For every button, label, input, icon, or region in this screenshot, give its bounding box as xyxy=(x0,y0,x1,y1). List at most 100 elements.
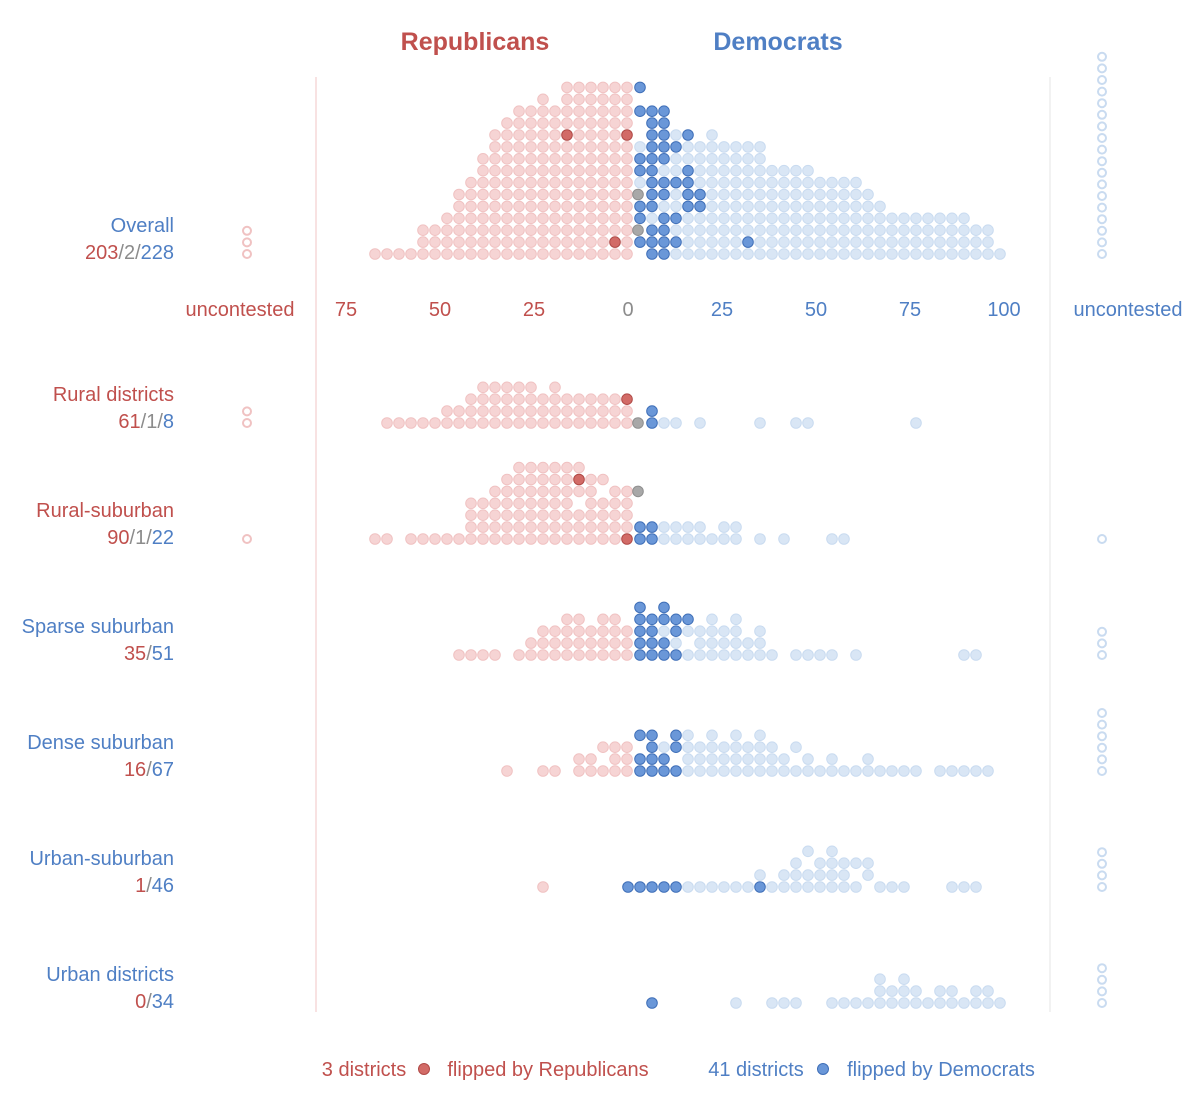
rep-dot xyxy=(477,153,489,165)
dem-dot xyxy=(742,637,754,649)
rep-dot xyxy=(597,509,609,522)
dem-dot xyxy=(754,188,766,201)
rep-dot xyxy=(561,509,573,522)
rep-dot xyxy=(621,105,633,117)
rep-dot xyxy=(513,393,525,406)
rep-dot xyxy=(573,393,585,406)
rep-flipped-dot xyxy=(561,129,573,141)
dem-dot xyxy=(742,153,754,165)
rep-dot xyxy=(441,236,453,248)
rep-dot xyxy=(597,405,609,417)
dem-dot xyxy=(886,236,898,248)
rep-dot xyxy=(585,405,597,417)
dem-dot xyxy=(814,224,826,236)
totals-separator: / xyxy=(141,411,147,433)
dem-dot xyxy=(850,649,862,661)
uncontested-left-label: uncontested xyxy=(186,299,295,321)
dem-dot xyxy=(970,248,982,260)
dem-dot xyxy=(802,188,814,201)
dem-dot xyxy=(742,164,754,177)
rep-dot xyxy=(489,485,501,498)
rep-dot xyxy=(513,381,525,394)
dem-dot xyxy=(742,188,754,201)
rep-dot xyxy=(489,393,501,406)
dem-dot xyxy=(730,200,742,213)
rep-dot xyxy=(525,497,537,510)
rep-dot xyxy=(621,200,633,213)
rep-dot xyxy=(609,93,621,106)
legend: 3 districts flipped by Republicans 41 di… xyxy=(322,1059,1035,1081)
rep-dot xyxy=(453,212,465,225)
dem-dot xyxy=(922,236,934,248)
rep-dot xyxy=(501,405,513,417)
dem-flipped-dot xyxy=(670,141,682,153)
rep-dot xyxy=(489,141,501,153)
legend-rep-label: flipped by Republicans xyxy=(447,1059,648,1081)
dem-dot xyxy=(790,649,802,661)
dem-dot xyxy=(958,224,970,236)
dem-dot xyxy=(766,200,778,213)
rep-dot xyxy=(393,248,405,260)
dem-flipped-dot xyxy=(658,601,670,614)
dem-dot xyxy=(982,248,994,260)
dem-dot xyxy=(694,236,706,248)
category-name: Urban districts xyxy=(46,964,174,986)
dem-flipped-dot xyxy=(646,105,658,117)
rep-dot xyxy=(537,533,549,545)
rep-dot xyxy=(609,188,621,201)
dem-dot xyxy=(706,129,718,141)
dem-dot xyxy=(802,200,814,213)
rep-dot xyxy=(465,649,477,661)
rep-dot xyxy=(549,176,561,189)
rep-dot xyxy=(573,533,585,545)
dem-dot xyxy=(682,881,694,893)
rep-dot xyxy=(489,649,501,661)
rep-dot xyxy=(465,497,477,510)
total-rep: 203 xyxy=(85,242,118,264)
dem-dot xyxy=(826,533,838,545)
dem-dot xyxy=(862,236,874,248)
dem-dot xyxy=(634,141,646,153)
rep-dot xyxy=(465,533,477,545)
rep-dot xyxy=(573,405,585,417)
dem-dot xyxy=(694,521,706,533)
rep-dot xyxy=(609,509,621,522)
category-urban-suburban: Urban-suburban 1/46 xyxy=(29,845,1107,897)
rep-dot xyxy=(501,473,513,486)
rep-dot xyxy=(525,485,537,498)
dem-dot xyxy=(898,248,910,260)
dem-dot xyxy=(874,985,886,997)
dem-dot xyxy=(898,997,910,1009)
dem-flipped-dot xyxy=(634,649,646,661)
rep-dot xyxy=(513,417,525,429)
rep-dot xyxy=(597,393,609,406)
uncontested-dem-dot xyxy=(1097,86,1107,97)
dem-dot xyxy=(778,753,790,765)
rep-dot xyxy=(609,741,621,754)
dem-dot xyxy=(934,236,946,248)
dem-dot xyxy=(670,521,682,533)
dem-dot xyxy=(850,188,862,201)
dem-dot xyxy=(778,881,790,893)
dem-dot xyxy=(946,236,958,248)
dem-flipped-dot xyxy=(658,881,670,893)
rep-dot xyxy=(405,533,417,545)
dem-dot xyxy=(826,200,838,213)
dem-dot xyxy=(982,224,994,236)
rep-dot xyxy=(525,473,537,486)
dem-dot xyxy=(958,997,970,1009)
dem-dot xyxy=(694,248,706,260)
dem-dot xyxy=(862,188,874,201)
rep-dot xyxy=(453,248,465,260)
rep-dot xyxy=(525,509,537,522)
dem-dot xyxy=(694,753,706,765)
dem-dot xyxy=(706,141,718,153)
rep-dot xyxy=(489,417,501,429)
rep-dot xyxy=(549,224,561,236)
dem-dot xyxy=(874,997,886,1009)
rep-dot xyxy=(489,164,501,177)
dem-dot xyxy=(814,176,826,189)
rep-dot xyxy=(537,509,549,522)
dem-flipped-dot xyxy=(634,881,646,893)
rep-dot xyxy=(561,188,573,201)
